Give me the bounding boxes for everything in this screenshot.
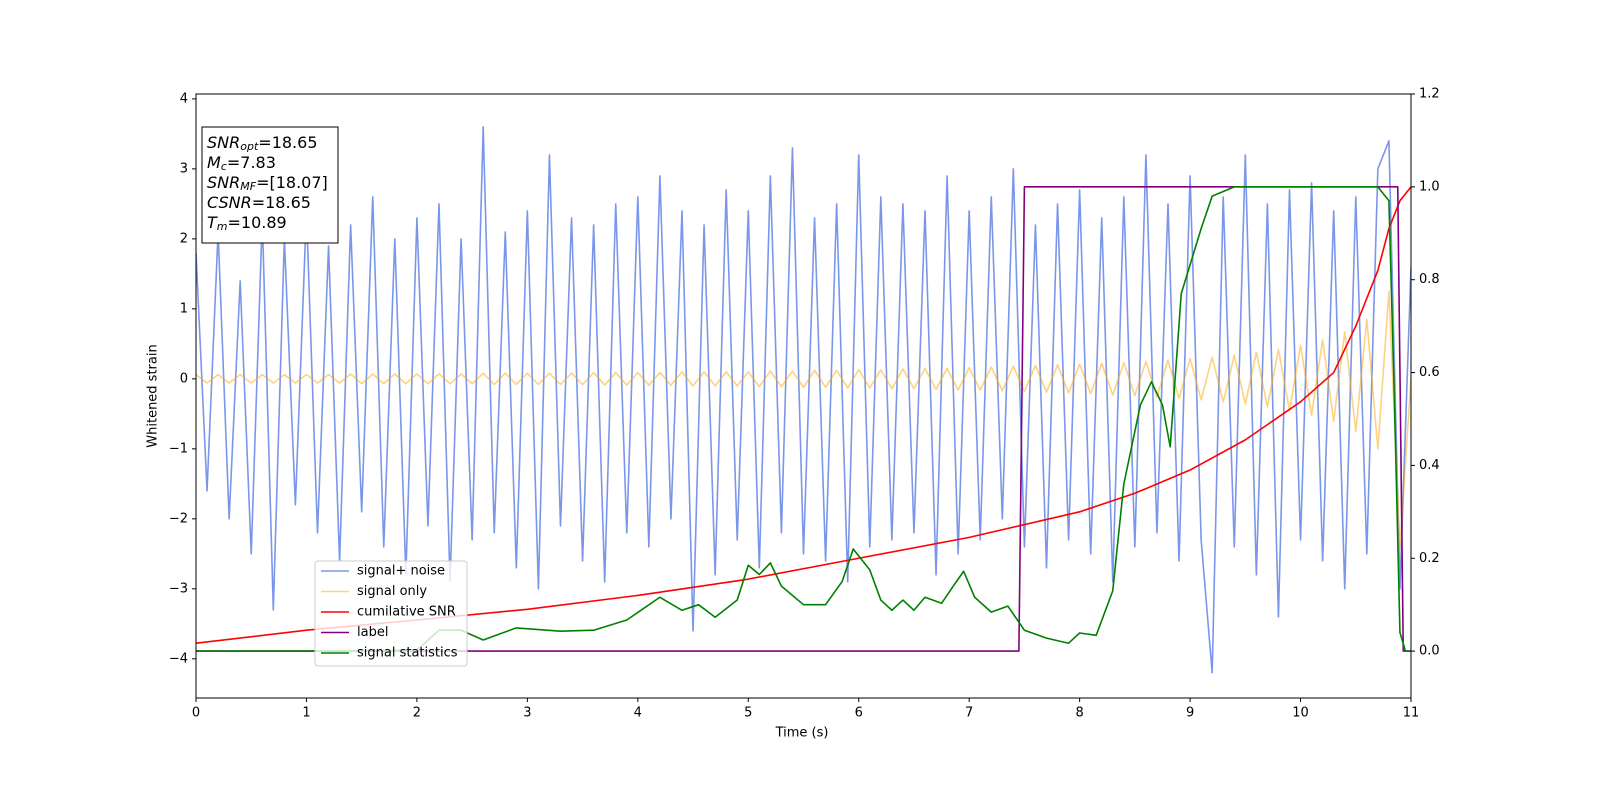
annotation-symbol: M [207, 153, 221, 172]
y2-tick-label: 1.2 [1419, 87, 1440, 102]
x-tick-label: 4 [634, 706, 642, 721]
y2-tick-label: 0.4 [1419, 458, 1440, 473]
annotation: SNRMF=[18.07] [207, 173, 328, 194]
legend-label: signal only [357, 584, 427, 599]
y-tick-label: 4 [180, 91, 188, 106]
y-axis-label: Whitened strain [146, 344, 161, 447]
annotation-text: =10.89 [228, 213, 287, 232]
x-tick-label: 1 [302, 706, 310, 721]
y2-tick-label: 0.8 [1419, 272, 1440, 287]
plot-area [196, 126, 1411, 674]
y-tick-label: −2 [169, 511, 188, 526]
legend-label: signal+ noise [357, 564, 445, 579]
annotation: SNRopt=18.65 [207, 133, 318, 154]
y2-tick-label: 0.2 [1419, 551, 1440, 566]
x-tick-label: 6 [855, 706, 863, 721]
annotation-text: =18.65 [252, 193, 311, 212]
annotation-symbol: T [207, 213, 218, 232]
series-line [196, 126, 1411, 674]
legend-label: signal statistics [357, 646, 458, 661]
annotation-text: =[18.07] [256, 173, 328, 192]
y-tick-label: 1 [180, 301, 188, 316]
y-tick-label: 2 [180, 231, 188, 246]
x-tick-label: 9 [1186, 706, 1194, 721]
x-tick-label: 2 [413, 706, 421, 721]
annotation-frame [201, 126, 339, 244]
annotation-sub: opt [240, 140, 259, 153]
y2-tick-label: 1.0 [1419, 179, 1440, 194]
series-line [196, 186, 1411, 645]
legend-frame [314, 560, 468, 667]
annotation: Tm=10.89 [207, 213, 287, 234]
series-line [196, 186, 1411, 652]
x-tick-label: 8 [1075, 706, 1083, 721]
annotation-box: SNRopt=18.65Mc=7.83SNRMF=[18.07]CSNR=18.… [201, 126, 339, 244]
annotation-sub: c [221, 160, 227, 173]
legend: signal+ noise signal only cumilative SNR la… [314, 560, 468, 667]
x-tick-label: 11 [1403, 706, 1420, 721]
annotation-symbol: SNR [207, 173, 240, 192]
x-tick-label: 0 [192, 706, 200, 721]
legend-label: cumilative SNR [357, 605, 456, 620]
y-tick-label: −4 [169, 651, 188, 666]
annotation: CSNR=18.65 [207, 193, 311, 212]
annotation-sub: m [217, 220, 228, 233]
series-line [196, 290, 1411, 548]
y-tick-label: −3 [169, 581, 188, 596]
y-tick-label: 3 [180, 161, 188, 176]
annotation: Mc=7.83 [207, 153, 276, 174]
annotation-text: =7.83 [227, 153, 276, 172]
annotation-symbol: SNR [207, 133, 240, 152]
series-line [196, 186, 1411, 652]
annotation-text: =18.65 [258, 133, 317, 152]
y-tick-label: −1 [169, 441, 188, 456]
x-tick-label: 10 [1292, 706, 1309, 721]
x-tick-label: 7 [965, 706, 973, 721]
y2-tick-label: 0.6 [1419, 365, 1440, 380]
annotation-symbol: CSNR [207, 193, 252, 212]
x-tick-label: 3 [523, 706, 531, 721]
x-tick-label: 5 [744, 706, 752, 721]
annotation-sub: MF [240, 180, 256, 193]
x-axis-label: Time (s) [775, 726, 829, 741]
plot-frame [195, 93, 1412, 699]
legend-label: label [357, 625, 388, 640]
y2-tick-label: 0.0 [1419, 644, 1440, 659]
y-tick-label: 0 [180, 371, 188, 386]
